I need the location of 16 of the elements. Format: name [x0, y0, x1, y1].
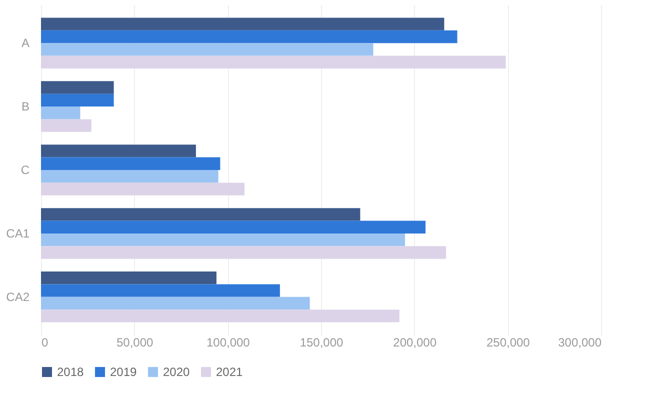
x-tick-label: 300,000 — [558, 336, 602, 350]
x-tick-label: 0 — [42, 336, 48, 350]
x-tick-label: 50,000 — [116, 336, 154, 350]
y-tick-label: A — [21, 36, 30, 50]
x-tick-label: 200,000 — [393, 336, 437, 350]
y-tick-label: C — [20, 163, 30, 177]
x-tick-label: 100,000 — [206, 336, 250, 350]
x-tick-label: 150,000 — [300, 336, 344, 350]
y-tick-label: CA1 — [6, 226, 30, 240]
legend-label: 2019 — [110, 365, 138, 379]
legend-label: 2020 — [163, 365, 190, 379]
legend-label: 2021 — [216, 365, 244, 379]
y-tick-label: B — [21, 100, 30, 114]
y-tick-label: CA2 — [6, 290, 30, 304]
legend-label: 2018 — [57, 365, 84, 379]
x-tick-label: 250,000 — [486, 336, 530, 350]
